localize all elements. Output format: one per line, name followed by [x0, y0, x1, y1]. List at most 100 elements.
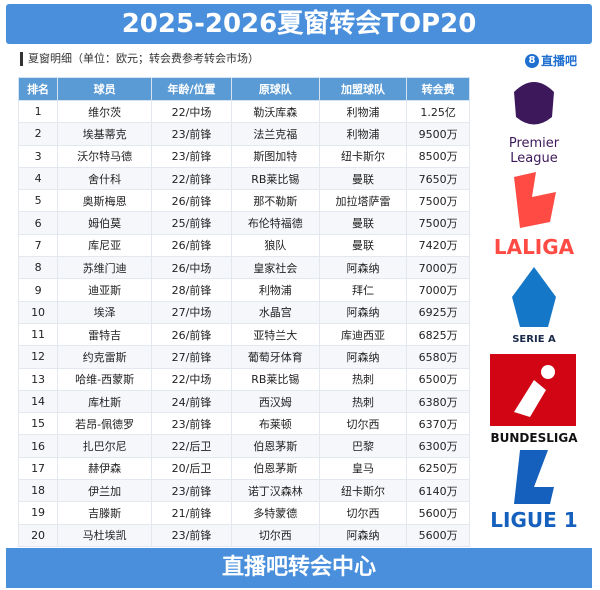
- table-row: 3 沃尔特马德 23/前锋 斯图加特 纽卡斯尔 8500万: [17, 144, 470, 168]
- table-row: 6 姆伯莫 25/前锋 布伦特福德 曼联 7500万: [17, 211, 470, 235]
- table-cell: 皇马: [318, 456, 408, 481]
- table-row: 4 舍什科 22/前锋 RB莱比锡 曼联 7650万: [17, 166, 470, 191]
- table-cell: 舍什科: [57, 166, 153, 191]
- table-cell: 24/前锋: [151, 389, 232, 414]
- table-cell: 25/前锋: [151, 211, 232, 235]
- table-cell: 那不勒斯: [230, 189, 320, 213]
- table-cell: 布莱顿: [230, 412, 320, 436]
- table-cell: 6500万: [406, 367, 470, 391]
- table-cell: 18: [17, 479, 59, 503]
- table-cell: 26/前锋: [151, 322, 232, 347]
- table-cell: 切尔西: [318, 501, 408, 525]
- table-cell: 9500万: [406, 122, 470, 146]
- table-cell: 阿森纳: [318, 256, 408, 280]
- table-cell: 22/中场: [151, 367, 232, 391]
- table-cell: 6250万: [406, 456, 470, 481]
- table-cell: 5600万: [406, 501, 470, 525]
- league-logos: Premier League LALIGA SERIE A BUNDESLIGA…: [490, 82, 579, 532]
- table-cell: 伯恩茅斯: [230, 456, 320, 481]
- table-row: 7 库尼亚 26/前锋 狼队 曼联 7420万: [17, 233, 470, 258]
- table-cell: 23/前锋: [151, 479, 232, 503]
- table-cell: 纽卡斯尔: [318, 479, 408, 503]
- table-cell: 13: [17, 367, 59, 391]
- table-row: 14 库杜斯 24/前锋 西汉姆 热刺 6380万: [17, 389, 470, 414]
- table-cell: 11: [17, 322, 59, 347]
- table-cell: 6370万: [406, 412, 470, 436]
- table-cell: 27/前锋: [151, 345, 232, 369]
- table-cell: 诺丁汉森林: [230, 479, 320, 503]
- table-cell: 2: [17, 122, 59, 146]
- logo-label: BUNDESLIGA: [491, 431, 579, 445]
- table-cell: 22/前锋: [151, 166, 232, 191]
- column-header: 转会费: [406, 77, 470, 101]
- table-cell: 20/后卫: [151, 456, 232, 481]
- table-row: 13 哈维-西蒙斯 22/中场 RB莱比锡 热刺 6500万: [17, 367, 470, 391]
- logo-shape: [541, 365, 555, 379]
- table-cell: 姆伯莫: [57, 211, 153, 235]
- table-cell: 切尔西: [230, 523, 320, 547]
- table-cell: 7: [17, 233, 59, 258]
- table-cell: 伯恩茅斯: [230, 434, 320, 458]
- column-header: 年龄/位置: [151, 77, 232, 101]
- logo-label: League: [510, 151, 557, 166]
- table-cell: 6580万: [406, 345, 470, 369]
- table-cell: 利物浦: [230, 278, 320, 302]
- table-cell: 水晶宫: [230, 300, 320, 324]
- table-row: 5 奥斯梅恩 26/前锋 那不勒斯 加拉塔萨雷 7500万: [17, 189, 470, 213]
- table-cell: 热刺: [318, 367, 408, 391]
- table-row: 8 苏维门迪 26/中场 皇家社会 阿森纳 7000万: [17, 256, 470, 280]
- table-cell: 法兰克福: [230, 122, 320, 146]
- table-cell: 12: [17, 345, 59, 369]
- table-cell: 23/前锋: [151, 412, 232, 436]
- table-cell: 拜仁: [318, 278, 408, 302]
- table-cell: 6300万: [406, 434, 470, 458]
- subtitle: 夏窗明细（单位：欧元；转会费参考转会市场）: [20, 52, 259, 66]
- table-row: 17 赫伊森 20/后卫 伯恩茅斯 皇马 6250万: [17, 456, 470, 481]
- table-cell: 西汉姆: [230, 389, 320, 414]
- table-cell: 库尼亚: [57, 233, 153, 258]
- table-cell: 哈维-西蒙斯: [57, 367, 153, 391]
- table-cell: 库迪西亚: [318, 322, 408, 347]
- ligue1-logo: [514, 450, 554, 504]
- logo-label: LIGUE 1: [490, 508, 577, 532]
- table-cell: 23/前锋: [151, 122, 232, 146]
- table-cell: 狼队: [230, 233, 320, 258]
- table-row: 19 吉滕斯 21/前锋 多特蒙德 切尔西 5600万: [17, 501, 470, 525]
- table-cell: 利物浦: [318, 99, 408, 124]
- title: 2025-2026夏窗转会TOP20: [6, 4, 592, 44]
- table-cell: 巴黎: [318, 434, 408, 458]
- table-cell: 7500万: [406, 189, 470, 213]
- table-cell: 10: [17, 300, 59, 324]
- table-cell: 埃泽: [57, 300, 153, 324]
- logo-shape: [514, 380, 546, 417]
- table-cell: 马杜埃凯: [57, 523, 153, 547]
- table-row: 1 维尔茨 22/中场 勒沃库森 利物浦 1.25亿: [17, 99, 470, 124]
- table-cell: 19: [17, 501, 59, 525]
- table-cell: 17: [17, 456, 59, 481]
- table-cell: 赫伊森: [57, 456, 153, 481]
- table-body: 1 维尔茨 22/中场 勒沃库森 利物浦 1.25亿 2 埃基蒂克 23/前锋 法兰克福 利物浦 95…: [17, 99, 470, 547]
- table-cell: 若昂-佩德罗: [57, 412, 153, 436]
- table-cell: 7650万: [406, 166, 470, 191]
- table-cell: 14: [17, 389, 59, 414]
- column-header: 排名: [17, 77, 59, 101]
- table-row: 11 雷特吉 26/前锋 亚特兰大 库迪西亚 6825万: [17, 322, 470, 347]
- table-cell: 维尔茨: [57, 99, 153, 124]
- table-cell: 5: [17, 189, 59, 213]
- footer: 直播吧转会中心: [6, 548, 592, 588]
- table-cell: 苏维门迪: [57, 256, 153, 280]
- table-cell: 布伦特福德: [230, 211, 320, 235]
- table-row: 2 埃基蒂克 23/前锋 法兰克福 利物浦 9500万: [17, 122, 470, 146]
- table-cell: 6925万: [406, 300, 470, 324]
- column-header: 加盟球队: [318, 77, 408, 101]
- table-cell: 6140万: [406, 479, 470, 503]
- table-cell: 迪亚斯: [57, 278, 153, 302]
- table-cell: 阿森纳: [318, 345, 408, 369]
- laliga-logo: [514, 172, 556, 228]
- transfer-table: 排名 球员 年龄/位置 原球队 加盟球队 转会费 1 维尔茨 22/中场 勒沃库森 利物浦 1.25亿…: [17, 77, 470, 547]
- column-header: 球员: [57, 77, 153, 101]
- table-cell: 8500万: [406, 144, 470, 168]
- table-cell: 利物浦: [318, 122, 408, 146]
- logo-label: LALIGA: [494, 235, 575, 259]
- table-row: 18 伊兰加 23/前锋 诺丁汉森林 纽卡斯尔 6140万: [17, 479, 470, 503]
